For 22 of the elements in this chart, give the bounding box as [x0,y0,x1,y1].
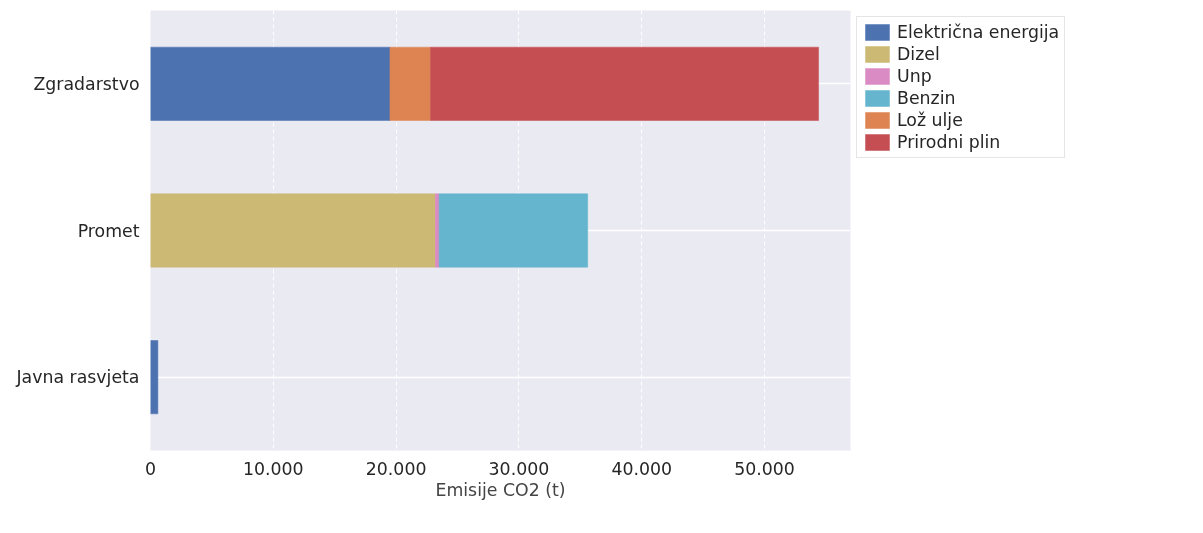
x-tick-label: 40.000 [611,458,673,479]
x-tick-label: 30.000 [488,458,550,479]
bar [150,46,391,121]
x-tick-label: 50.000 [734,458,795,479]
x-tick-label: 10.000 [242,458,304,479]
bar [430,46,819,121]
legend-label: Prirodni plin [897,132,1001,152]
y-tick-label: Javna rasvjeta [15,367,140,388]
bar [438,193,588,268]
bar [389,46,431,121]
x-axis-title: Emisije CO2 (t) [435,479,566,500]
x-tick-label: 20.000 [365,458,427,479]
legend-label: Benzin [897,88,956,108]
x-tick-label: 0 [144,458,157,479]
legend-label: Unp [897,66,932,86]
legend-label: Lož ulje [897,110,963,130]
y-tick-label: Zgradarstvo [33,73,140,94]
y-tick-label: Promet [77,220,140,241]
bar [150,193,436,268]
legend-label: Električna energija [897,22,1060,42]
legend-label: Dizel [897,44,940,64]
bar [150,340,159,415]
